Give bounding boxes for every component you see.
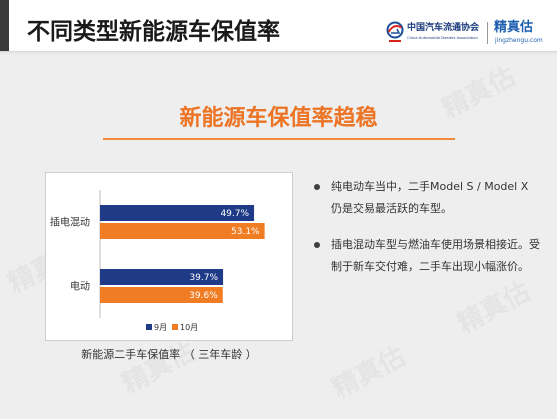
chart-panel: 插电混动 49.7% 53.1% 电动 39.7% 39.6% 9月 10月	[45, 172, 293, 341]
chart-caption: 新能源二手车保值率 （ 三年车龄 ）	[81, 348, 257, 361]
bar	[100, 287, 223, 303]
bar	[100, 223, 265, 239]
org-name-en: China Automobile Dealers Association	[407, 36, 478, 41]
brand-name: 精真估	[494, 20, 534, 35]
watermark: 精真估	[327, 341, 411, 406]
legend-swatch	[172, 324, 178, 330]
org-name-cn: 中国汽车流通协会	[407, 23, 480, 33]
legend-swatch	[146, 324, 152, 330]
brand-url: jingzhengu.com	[495, 37, 543, 44]
bullet-text-line: 纯电动车当中，二手Model S / Model X	[331, 180, 529, 193]
data-label-unit: %	[209, 291, 218, 301]
bullet-text-line: 仍是交易最活跃的车型。	[331, 202, 452, 215]
subtitle-underline	[103, 138, 455, 140]
logo-divider	[487, 22, 488, 44]
bullet-item: 插电混动车型与燃油车使用场景相接近。受 制于新车交付难，二手车出现小幅涨价。	[312, 234, 552, 278]
data-label: 53.1%	[231, 227, 260, 237]
bullet-dot-icon	[314, 242, 320, 248]
bullet-list: 纯电动车当中，二手Model S / Model X 仍是交易最活跃的车型。 插…	[312, 176, 552, 292]
bullet-item: 纯电动车当中，二手Model S / Model X 仍是交易最活跃的车型。	[312, 176, 552, 220]
data-label: 39.7%	[189, 273, 218, 283]
watermark: 精真估	[117, 336, 201, 401]
data-label-value: 39.6	[189, 291, 209, 301]
header-accent-bar	[0, 0, 9, 51]
slide-header: 不同类型新能源车保值率 中国汽车流通协会 China Automobile De…	[0, 0, 557, 52]
category-label: 插电混动	[50, 216, 90, 229]
bar	[100, 205, 255, 221]
data-label-unit: %	[241, 209, 250, 219]
data-label: 49.7%	[220, 209, 249, 219]
bullet-text-line: 插电混动车型与燃油车使用场景相接近。受	[331, 238, 540, 251]
category-label: 电动	[70, 280, 90, 293]
legend-label: 9月	[154, 323, 167, 332]
section-subtitle: 新能源车保值率趋稳	[179, 106, 378, 131]
org-logo: 中国汽车流通协会 China Automobile Dealers Associ…	[385, 19, 483, 47]
data-label-value: 39.7	[189, 273, 209, 283]
data-label: 39.6%	[189, 291, 218, 301]
bar	[100, 269, 224, 285]
bullet-dot-icon	[314, 184, 320, 190]
cada-emblem-icon	[386, 21, 404, 42]
page-title: 不同类型新能源车保值率	[27, 19, 280, 45]
data-label-value: 49.7	[220, 209, 240, 219]
data-label-unit: %	[251, 227, 260, 237]
data-label-value: 53.1	[231, 227, 251, 237]
bullet-text-line: 制于新车交付难，二手车出现小幅涨价。	[331, 260, 529, 273]
legend-label: 10月	[180, 323, 198, 332]
data-label-unit: %	[210, 273, 219, 283]
